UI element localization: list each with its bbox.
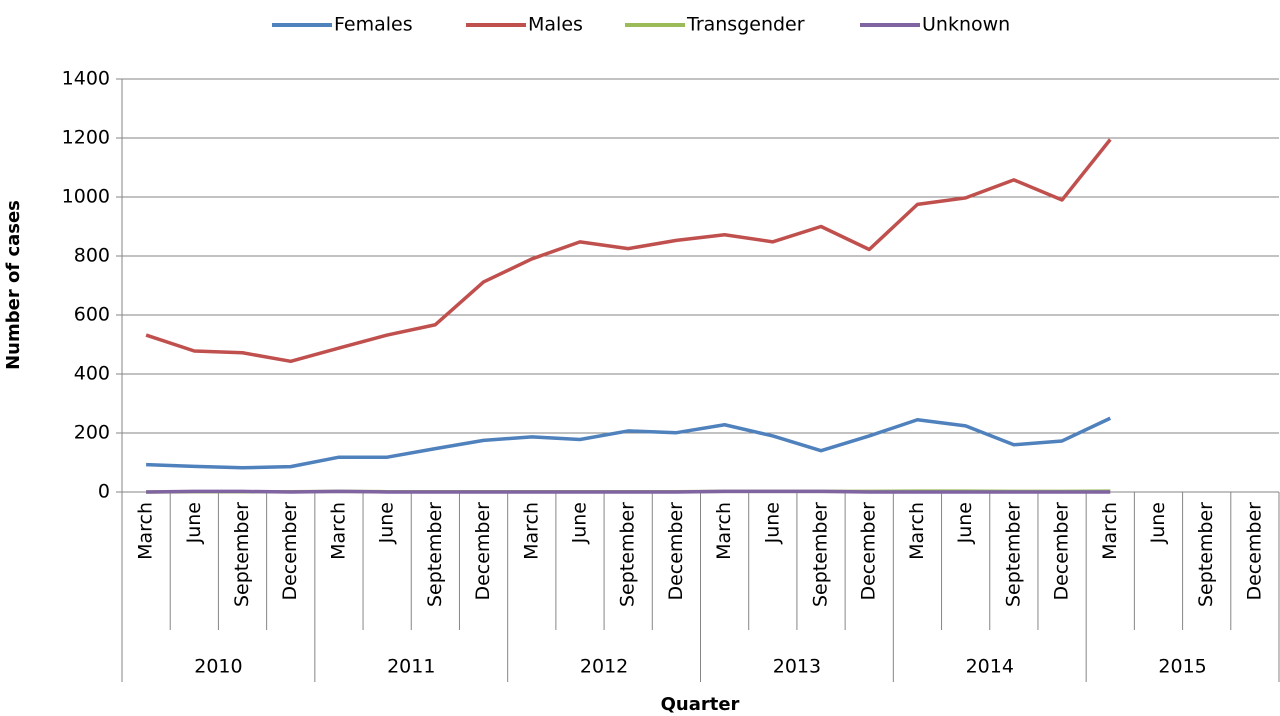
x-tick-label: March [906, 502, 928, 560]
year-label: 2015 [1158, 656, 1206, 678]
legend-label: Transgender [686, 14, 805, 36]
x-tick-label: March [1099, 502, 1121, 560]
y-tick-label: 200 [74, 422, 110, 444]
series-line [146, 416, 1112, 470]
x-tick-label: March [713, 502, 735, 560]
legend-label: Females [334, 14, 413, 36]
x-tick-label: March [520, 502, 542, 560]
x-tick-label: June [568, 502, 590, 544]
x-tick-label: December [858, 502, 880, 601]
x-tick-label: September [617, 502, 639, 607]
year-label: 2010 [194, 656, 242, 678]
x-axis-title: Quarter [661, 694, 740, 715]
y-tick-label: 400 [74, 363, 110, 385]
x-tick-label: September [231, 502, 253, 607]
x-tick-label: December [279, 502, 301, 601]
x-tick-label: June [183, 502, 205, 544]
year-label: 2013 [773, 656, 821, 678]
y-tick-label: 600 [74, 304, 110, 326]
y-tick-label: 1200 [62, 127, 110, 149]
y-tick-label: 800 [74, 245, 110, 267]
y-tick-label: 1000 [62, 186, 110, 208]
year-label: 2012 [580, 656, 628, 678]
x-tick-label: September [810, 502, 832, 607]
legend-label: Males [528, 14, 583, 36]
series-line [145, 138, 1112, 364]
y-axis-title: Number of cases [3, 200, 24, 370]
x-tick-label: September [1002, 502, 1024, 607]
y-tick-label: 0 [98, 481, 110, 503]
y-tick-label: 1400 [62, 68, 110, 90]
x-tick-label: March [135, 502, 157, 560]
x-tick-label: December [665, 502, 687, 601]
year-label: 2011 [387, 656, 435, 678]
x-tick-label: September [424, 502, 446, 607]
x-tick-label: June [954, 502, 976, 544]
year-label: 2014 [966, 656, 1014, 678]
legend-label: Unknown [922, 14, 1010, 36]
x-tick-label: December [472, 502, 494, 601]
x-tick-label: December [1051, 502, 1073, 601]
x-tick-label: December [1243, 502, 1265, 601]
x-tick-label: March [327, 502, 349, 560]
x-tick-label: June [1147, 502, 1169, 544]
series-line [146, 489, 1111, 494]
x-tick-label: June [761, 502, 783, 544]
x-tick-label: June [376, 502, 398, 544]
x-tick-label: September [1195, 502, 1217, 607]
